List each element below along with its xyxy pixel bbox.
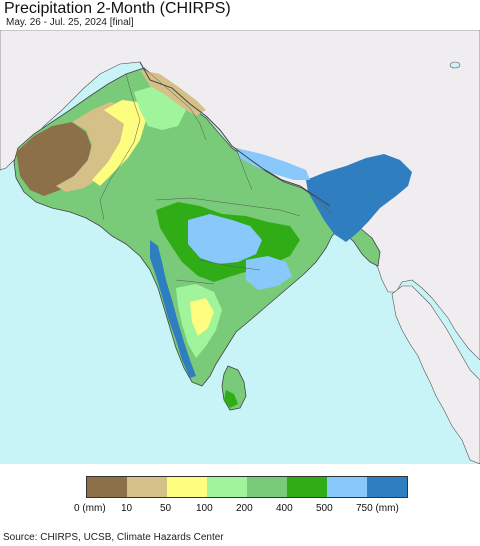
legend-tick-labels: 0 (mm) 10 50 100 200 400 500 750 (mm) [0, 503, 480, 517]
legend-label-0: 0 (mm) [74, 503, 106, 514]
legend-label-2: 50 [160, 503, 172, 514]
map-canvas [0, 30, 480, 464]
map-title: Precipitation 2-Month (CHIRPS) [4, 0, 231, 17]
legend-swatch-2 [167, 477, 207, 497]
heavy-rain-east [246, 256, 292, 290]
heavy-rain-center [188, 214, 262, 264]
legend-label-7: 750 (mm) [356, 503, 399, 514]
legend-label-6: 500 [316, 503, 333, 514]
color-legend [86, 476, 408, 498]
legend-swatch-7 [367, 477, 407, 497]
very-heavy-rain-ridge [236, 148, 310, 180]
internal-borders [99, 67, 333, 285]
legend-swatch-3 [207, 477, 247, 497]
legend-swatch-6 [327, 477, 367, 497]
legend-swatch-1 [127, 477, 167, 497]
deccan-dry-spots [190, 298, 214, 336]
northern-border [139, 61, 331, 207]
legend-swatch-0 [87, 477, 127, 497]
source-credit: Source: CHIRPS, UCSB, Climate Hazards Ce… [3, 532, 224, 543]
very-heavy-rain-northeast [306, 154, 412, 242]
legend-label-3: 100 [196, 503, 213, 514]
legend-label-4: 200 [236, 503, 253, 514]
west-coast-heavy-rain [150, 240, 196, 378]
legend-swatch-5 [287, 477, 327, 497]
legend-label-5: 400 [276, 503, 293, 514]
island-ne [449, 61, 461, 69]
southeast-land [391, 285, 480, 464]
semi-dry-zone [56, 102, 130, 192]
sri-lanka-southwest [224, 390, 238, 408]
precipitation-map [0, 30, 480, 464]
low-rain-zone [92, 100, 146, 186]
map-date-range: May. 26 - Jul. 25, 2024 [final] [6, 17, 134, 28]
legend-swatch-4 [247, 477, 287, 497]
legend-label-1: 10 [121, 503, 133, 514]
north-yellow-zone [140, 70, 206, 116]
